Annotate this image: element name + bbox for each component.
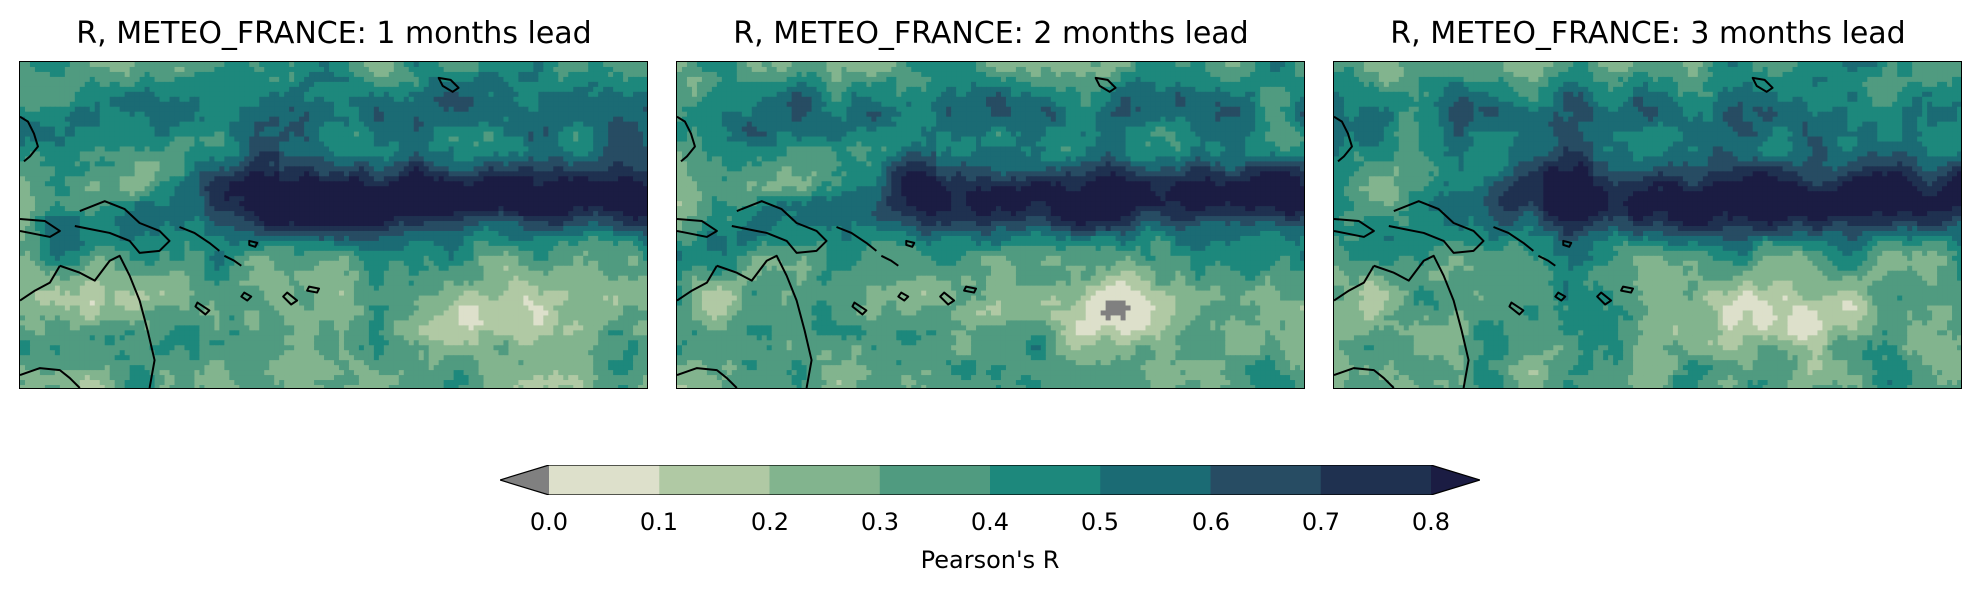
colorbar-over-extension [1431,465,1480,495]
coastline-segment [1493,226,1534,252]
coastline-segment [306,285,321,294]
colorbar-label: Pearson's R [790,545,1190,575]
coastline-segment [1094,76,1117,93]
correlation-field [1334,62,1961,388]
colorbar-segment [549,465,660,495]
coastline-segment [437,76,460,93]
coastline-segment [1334,367,1395,388]
colorbar-segment [659,465,771,495]
correlation-map-3 [1334,62,1961,388]
coastline-segment [1334,115,1353,163]
coastline-segment [897,291,910,302]
colorbar-tick-label: 0.1 [619,508,699,536]
colorbar-tick-label: 0.8 [1391,508,1471,536]
correlation-map-2 [677,62,1304,388]
coastline-segment [240,291,253,302]
colorbar-segment [769,465,881,495]
colorbar-tick-label: 0.4 [950,508,1030,536]
correlation-field [677,62,1304,388]
coastline-segment [1373,254,1470,388]
colorbar-segment [879,465,991,495]
coastline-segment [59,254,156,388]
coastline-segment [1537,254,1556,267]
coastline [677,76,1117,388]
coastline-segment [179,226,220,252]
coastline-segment [282,291,299,306]
coastline-segment [677,218,718,238]
panel-title-2: R, METEO_FRANCE: 2 months lead [676,14,1306,54]
coastline-segment [731,200,828,254]
coastline-segment [1334,218,1375,238]
coastline-segment [248,239,259,248]
coastline-segment [1620,285,1635,294]
colorbar-under-extension [500,465,549,495]
map-panel-3 [1333,61,1962,389]
coastline-segment [1388,200,1485,254]
panel-title-1: R, METEO_FRANCE: 1 months lead [19,14,649,54]
correlation-map-1 [20,62,647,388]
coastline-segment [963,285,978,294]
colorbar-segment [1100,465,1212,495]
coastline-segment [20,265,61,302]
colorbar-tick-label: 0.6 [1171,508,1251,536]
coastline-segment [20,218,61,238]
coastline-segment [20,367,81,388]
coastline-segment [194,301,211,316]
coastline-segment [677,265,718,302]
coastline-segment [880,254,899,267]
coastline-segment [851,301,868,316]
coastline-segment [677,115,696,163]
colorbar-tick-label: 0.0 [509,508,589,536]
map-panel-1 [19,61,648,389]
panel-title-3: R, METEO_FRANCE: 3 months lead [1333,14,1963,54]
coastline [20,76,460,388]
coastline-segment [716,254,813,388]
coastline-segment [1596,291,1613,306]
coastline [1334,76,1774,388]
coastline-segment [223,254,242,267]
coastline-segment [20,115,39,163]
correlation-field [20,62,647,388]
coastline-segment [905,239,916,248]
coastline-segment [1751,76,1774,93]
coastline-segment [939,291,956,306]
coastline-segment [1554,291,1567,302]
colorbar-segment [1210,465,1322,495]
coastline-segment [1562,239,1573,248]
coastline-segment [1508,301,1525,316]
colorbar-tick-label: 0.3 [840,508,920,536]
coastline-segment [677,367,738,388]
colorbar-tick-label: 0.5 [1060,508,1140,536]
colorbar-segment [1320,465,1432,495]
map-panel-2 [676,61,1305,389]
coastline-segment [1334,265,1375,302]
colorbar-tick-label: 0.7 [1281,508,1361,536]
coastline-segment [836,226,877,252]
colorbar [500,465,1480,495]
colorbar-tick-label: 0.2 [730,508,810,536]
colorbar-segment [990,465,1101,495]
coastline-segment [74,200,171,254]
